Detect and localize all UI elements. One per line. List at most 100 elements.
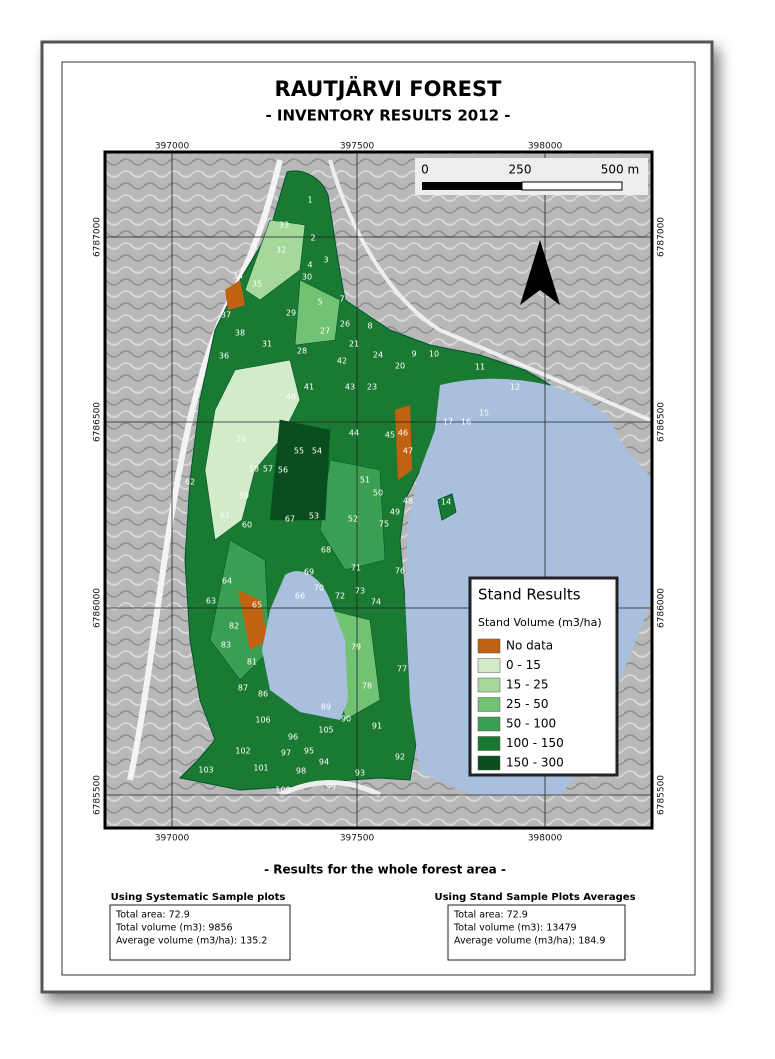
y-coord-label: 6785500: [93, 775, 103, 815]
stand-label: 51: [360, 476, 370, 485]
stand-label: 81: [247, 658, 257, 667]
stand-label: 9: [411, 350, 416, 359]
no-data-patch: [395, 405, 412, 480]
stand-label: 31: [262, 340, 272, 349]
legend-label: 0 - 15: [506, 658, 541, 672]
stand-label: 8: [367, 322, 372, 331]
stand-label: 15: [479, 409, 489, 418]
stand-label: 87: [238, 684, 248, 693]
stand-label: 73: [355, 587, 365, 596]
stand-label: 35: [252, 280, 262, 289]
stand-label: 57: [263, 465, 273, 474]
x-coord-label: 397000: [155, 834, 190, 844]
title: RAUTJÄRVI FOREST: [275, 76, 503, 101]
legend-swatch: [477, 677, 501, 693]
results-line: Total volume (m3): 13479: [453, 923, 577, 934]
inner-border: [61, 61, 696, 976]
legend-label: 150 - 300: [506, 756, 564, 770]
stand-label: 4: [307, 261, 312, 270]
legend-items: No data 0 - 15 15 - 25 25 - 50 50 - 100 100 -…: [477, 639, 564, 771]
stand-label: 2: [310, 234, 315, 243]
stand-label: 54: [312, 447, 322, 456]
stand-label: 63: [206, 597, 216, 606]
legend-title: Stand Results: [478, 586, 581, 604]
stand-label: 24: [373, 351, 383, 360]
stand-label: 76: [395, 567, 405, 576]
stand-label: 29: [286, 309, 296, 318]
stand-label: 39: [236, 435, 246, 444]
road: [278, 780, 382, 798]
legend-subtitle: Stand Volume (m3/ha): [478, 616, 602, 629]
scale-label: 500 m: [601, 163, 639, 177]
legend-label: 100 - 150: [506, 736, 564, 750]
legend-label: 50 - 100: [506, 717, 556, 731]
stand-label: 68: [321, 546, 331, 555]
stand-label: 33: [279, 221, 289, 230]
results-line: Total volume (m3): 9856: [115, 923, 233, 934]
stand-label: 65: [252, 601, 262, 610]
stand-label: 26: [340, 320, 350, 329]
stand-label: 58: [249, 465, 259, 474]
stand-label: 7: [339, 295, 344, 304]
stand-patch: [204, 359, 301, 541]
stand-label: 3: [323, 256, 328, 265]
results-line: Total area: 72.9: [453, 910, 528, 921]
legend-label: 25 - 50: [506, 697, 549, 711]
scale-label: 250: [509, 163, 532, 177]
stand-label: 27: [320, 327, 330, 336]
stand-label: 10: [429, 350, 439, 359]
x-coord-label: 397500: [340, 834, 375, 844]
stand-label: 23: [367, 383, 377, 392]
stand-label: 56: [278, 466, 288, 475]
stand-label: 72: [335, 592, 345, 601]
stand-label: 46: [398, 429, 408, 438]
stand-label: 50: [373, 489, 383, 498]
stand-patch: [244, 219, 306, 301]
island: [437, 493, 457, 521]
legend-swatch: [477, 697, 501, 712]
road: [328, 159, 651, 422]
stand-label: 91: [372, 722, 382, 731]
y-coord-label: 6786500: [93, 402, 103, 442]
stand-label: 48: [403, 497, 413, 506]
stand-label: 34: [233, 272, 243, 281]
stand-label: 74: [371, 598, 381, 607]
stand-label: 89: [321, 703, 331, 712]
stand-label: 90: [341, 715, 351, 724]
stand-label: 17: [443, 418, 453, 427]
results-line: Total area: 72.9: [115, 910, 190, 921]
stand-label: 41: [304, 383, 314, 392]
stand-label: 105: [318, 726, 333, 735]
stand-label: 52: [348, 515, 358, 524]
stand-label: 79: [351, 643, 361, 652]
stand-label: 43: [345, 383, 355, 392]
stand-label: 106: [255, 716, 270, 725]
stand-label: 11: [475, 363, 485, 372]
stand-label: 66: [295, 592, 305, 601]
stand-label: 40: [286, 393, 296, 402]
legend-swatch: [477, 658, 501, 673]
stand-label: 37: [221, 311, 231, 320]
stand-label: 14: [441, 498, 451, 507]
legend-label: No data: [506, 639, 553, 653]
y-coord-label: 6786500: [657, 402, 667, 442]
stand-label: 97: [281, 749, 291, 758]
stand-label: 94: [319, 758, 329, 767]
stand-label: 100: [275, 786, 290, 795]
stand-label: 5: [317, 298, 322, 307]
stand-label: 64: [222, 577, 232, 586]
scale-bar: [521, 181, 623, 191]
results-heading: Using Systematic Sample plots: [111, 892, 286, 903]
results-line: Average volume (m3/ha): 135.2: [116, 936, 267, 947]
stand-label: 42: [337, 357, 347, 366]
stand-label: 99: [326, 783, 336, 792]
stand-label: 92: [395, 753, 405, 762]
stand-label: 60: [242, 521, 252, 530]
no-data-patch: [238, 590, 268, 650]
stand-label: 62: [185, 478, 195, 487]
road: [127, 159, 283, 781]
scale-label: 0: [421, 163, 429, 177]
